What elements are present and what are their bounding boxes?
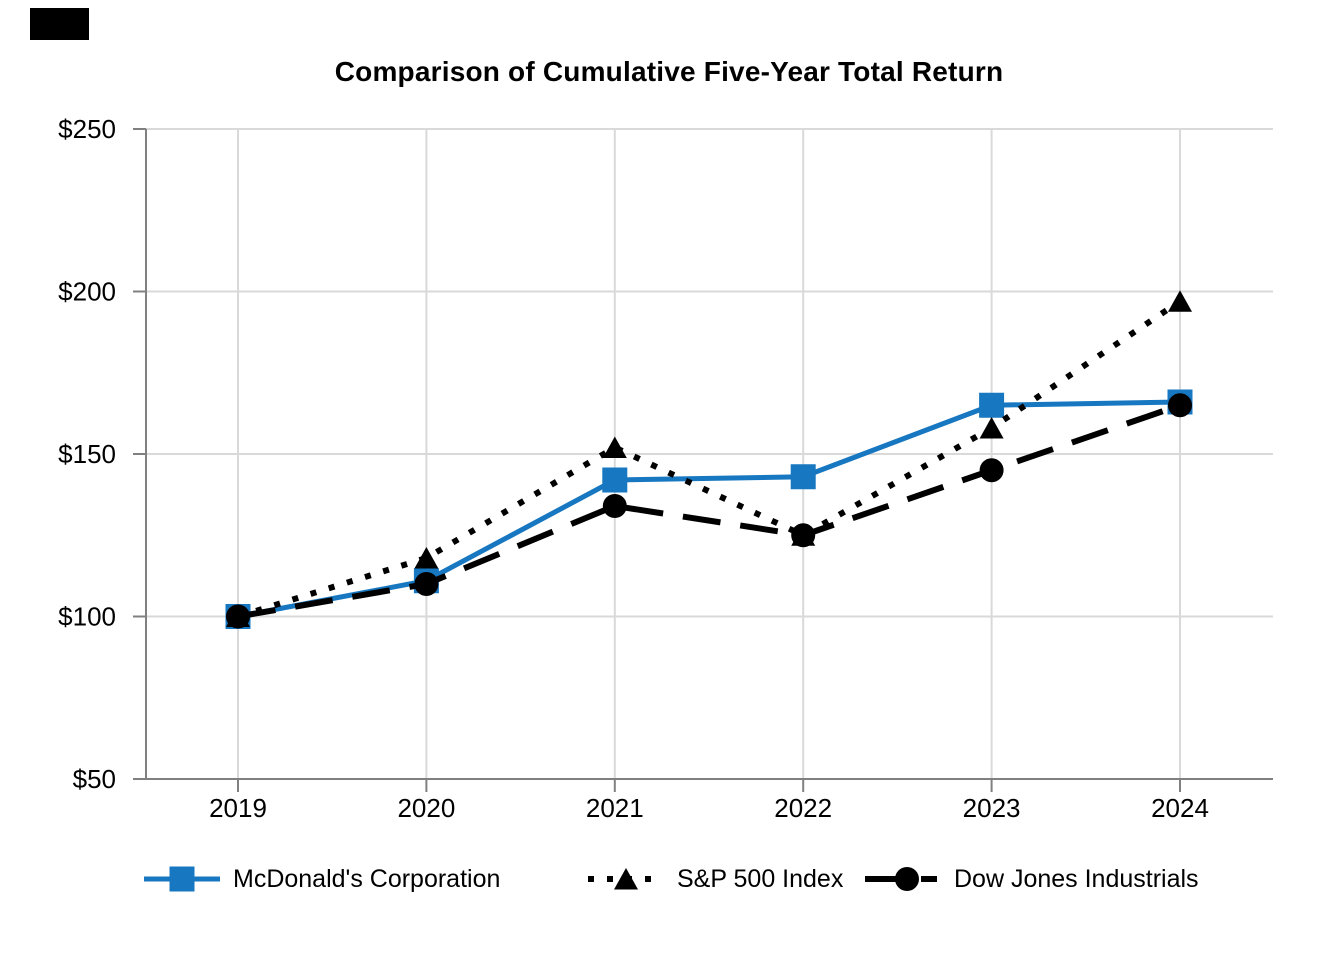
legend-label: S&P 500 Index bbox=[677, 865, 844, 893]
circle-marker-dow-jones-industrials bbox=[791, 523, 816, 548]
series-s-p-500-index bbox=[226, 290, 1192, 627]
square-icon bbox=[169, 866, 195, 892]
legend-item-mcdonald-s-corporation: McDonald's Corporation bbox=[142, 863, 500, 895]
x-tick-label: 2022 bbox=[774, 793, 832, 823]
legend-item-dow-jones-industrials: Dow Jones Industrials bbox=[863, 863, 1199, 895]
x-tick-label: 2020 bbox=[397, 793, 455, 823]
series-dow-jones-industrials bbox=[226, 393, 1192, 629]
circle-marker-dow-jones-industrials bbox=[602, 494, 627, 518]
legend: McDonald's Corporation S&P 500 Index Dow J… bbox=[0, 863, 1338, 895]
x-tick-label: 2019 bbox=[209, 793, 267, 823]
circle-icon bbox=[895, 867, 919, 891]
chart-title: Comparison of Cumulative Five-Year Total… bbox=[334, 56, 1004, 87]
y-tick-label: $250 bbox=[58, 114, 116, 144]
legend-sample-dow-jones-industrials bbox=[865, 867, 937, 891]
circle-marker-dow-jones-industrials bbox=[226, 604, 250, 629]
square-marker-mcdonald-s-corporation bbox=[790, 464, 816, 490]
y-tick-label: $100 bbox=[58, 602, 116, 632]
square-marker-mcdonald-s-corporation bbox=[602, 467, 628, 493]
series-line-dow-jones-industrials bbox=[237, 402, 1181, 620]
triangle-marker-s-p-500-index bbox=[414, 547, 439, 569]
circle-marker-dow-jones-industrials bbox=[1168, 393, 1192, 418]
y-tick-label: $200 bbox=[58, 277, 116, 307]
legend-item-s-p-500-index: S&P 500 Index bbox=[586, 863, 843, 895]
circle-marker-dow-jones-industrials bbox=[979, 458, 1004, 483]
square-marker-mcdonald-s-corporation bbox=[979, 392, 1005, 418]
triangle-marker-s-p-500-index bbox=[602, 436, 627, 458]
x-tick-label: 2021 bbox=[586, 793, 644, 823]
black-redaction-box bbox=[30, 8, 89, 40]
y-tick-label: $150 bbox=[58, 439, 116, 469]
triangle-icon bbox=[614, 868, 638, 890]
y-tick-label: $50 bbox=[73, 764, 116, 794]
series-line-mcdonald-s-corporation bbox=[237, 399, 1181, 619]
legend-sample-mcdonald-s-corporation bbox=[144, 866, 220, 892]
x-tick-label: 2024 bbox=[1151, 793, 1209, 823]
plot-area: $50 $100 $150 $200 $250 2019 2020 2021 2022 2023 2… bbox=[58, 114, 1273, 823]
legend-sample-s-p-500-index bbox=[588, 868, 664, 890]
x-tick-label: 2023 bbox=[963, 793, 1021, 823]
legend-label: McDonald's Corporation bbox=[233, 865, 501, 893]
triangle-marker-s-p-500-index bbox=[979, 417, 1004, 439]
circle-marker-dow-jones-industrials bbox=[414, 572, 439, 596]
series-line-s-p-500-index bbox=[237, 298, 1182, 620]
legend-label: Dow Jones Industrials bbox=[954, 865, 1199, 893]
triangle-marker-s-p-500-index bbox=[1168, 290, 1192, 312]
